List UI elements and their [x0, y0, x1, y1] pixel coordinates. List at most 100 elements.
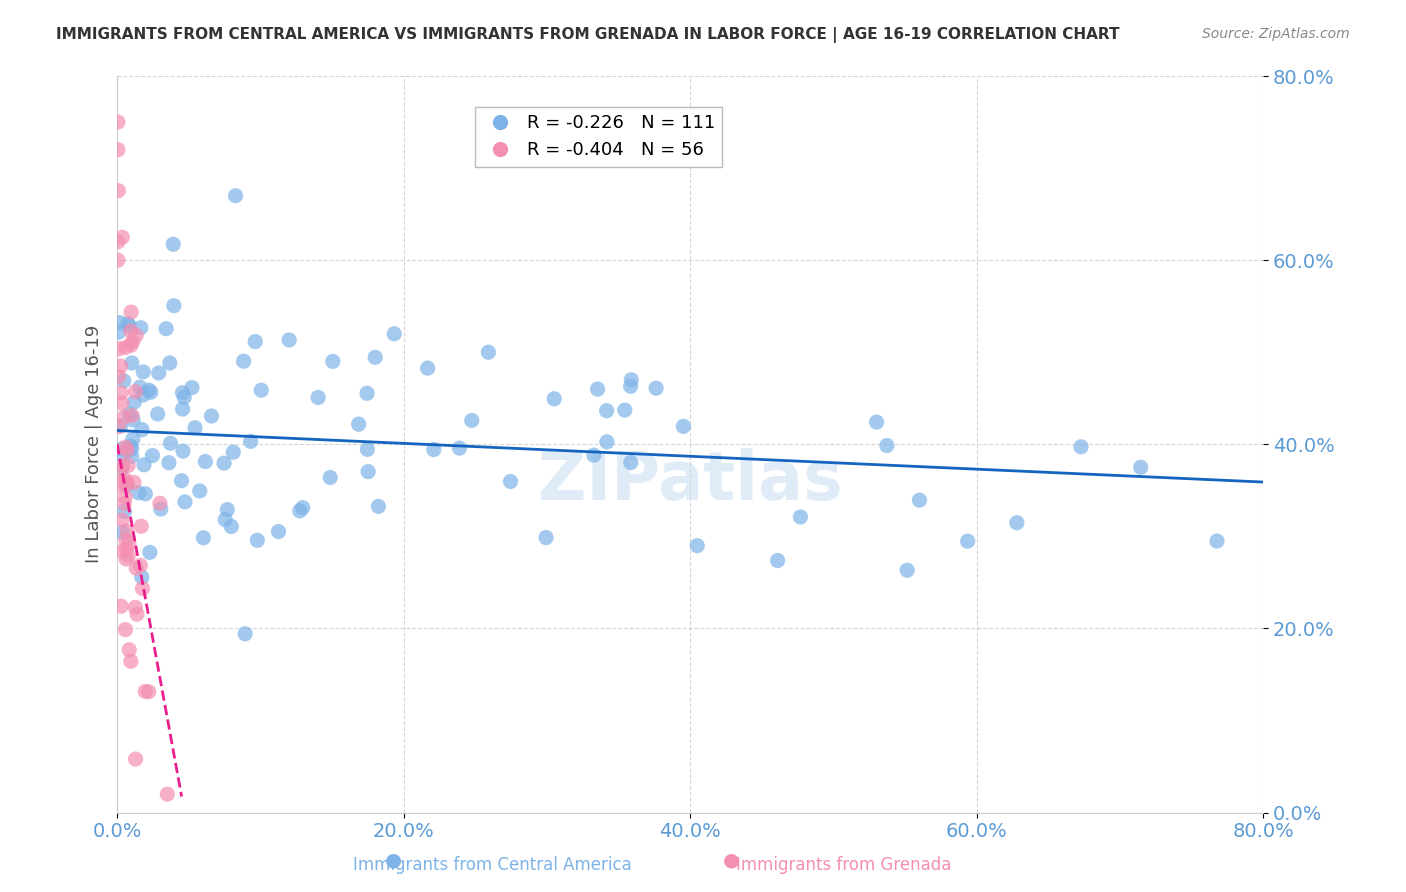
Point	[124, 752, 146, 766]
Point	[111, 461, 134, 475]
Point	[107, 143, 129, 157]
Point	[291, 500, 314, 515]
Point	[896, 563, 918, 577]
Point	[121, 409, 143, 423]
Point	[149, 496, 172, 510]
Point	[128, 485, 150, 500]
Legend: R = -0.226   N = 111, R = -0.404   N = 56: R = -0.226 N = 111, R = -0.404 N = 56	[475, 107, 723, 167]
Point	[595, 403, 617, 417]
Point	[322, 354, 344, 368]
Point	[134, 684, 156, 698]
Point	[170, 474, 193, 488]
Point	[1129, 460, 1152, 475]
Point	[212, 456, 235, 470]
Y-axis label: In Labor Force | Age 16-19: In Labor Force | Age 16-19	[86, 326, 103, 564]
Point	[357, 465, 380, 479]
Point	[115, 552, 138, 566]
Point	[131, 582, 153, 596]
Point	[645, 381, 668, 395]
Point	[138, 684, 160, 698]
Point	[120, 305, 142, 319]
Point	[114, 623, 136, 637]
Point	[613, 403, 636, 417]
Point	[117, 443, 139, 458]
Point	[159, 436, 181, 450]
Point	[139, 385, 162, 400]
Point	[239, 434, 262, 449]
Point	[1070, 440, 1092, 454]
Point	[107, 253, 129, 268]
Point	[356, 386, 378, 401]
Point	[416, 361, 439, 376]
Point	[157, 456, 180, 470]
Point	[307, 391, 329, 405]
Point	[111, 396, 134, 410]
Point	[134, 487, 156, 501]
Point	[347, 417, 370, 431]
Point	[222, 445, 245, 459]
Point	[108, 316, 131, 330]
Point	[121, 334, 143, 349]
Point	[138, 383, 160, 397]
Point	[149, 502, 172, 516]
Point	[246, 533, 269, 548]
Point	[112, 497, 135, 511]
Point	[121, 450, 143, 464]
Point	[110, 442, 132, 456]
Point	[1005, 516, 1028, 530]
Point	[148, 366, 170, 380]
Point	[596, 434, 619, 449]
Point	[124, 395, 146, 409]
Point	[125, 328, 148, 343]
Point	[115, 476, 138, 491]
Point	[477, 345, 499, 359]
Point	[107, 115, 129, 129]
Point	[111, 458, 134, 473]
Point	[132, 388, 155, 402]
Point	[108, 342, 131, 356]
Point	[200, 409, 222, 423]
Point	[686, 539, 709, 553]
Point	[114, 473, 136, 487]
Point	[131, 423, 153, 437]
Point	[225, 188, 247, 202]
Point	[108, 464, 131, 478]
Text: ●: ●	[723, 851, 740, 870]
Point	[107, 235, 129, 249]
Point	[364, 351, 387, 365]
Text: ZIPatlas: ZIPatlas	[538, 448, 842, 514]
Point	[139, 545, 162, 559]
Point	[865, 415, 887, 429]
Point	[876, 439, 898, 453]
Point	[121, 442, 143, 456]
Point	[125, 561, 148, 575]
Point	[194, 454, 217, 468]
Point	[499, 475, 522, 489]
Point	[129, 558, 152, 573]
Point	[217, 502, 239, 516]
Point	[908, 493, 931, 508]
Point	[672, 419, 695, 434]
Point	[141, 449, 163, 463]
Point	[620, 379, 643, 393]
Point	[110, 359, 132, 373]
Point	[156, 787, 179, 801]
Point	[163, 299, 186, 313]
Point	[120, 654, 142, 668]
Point	[118, 318, 141, 333]
Point	[288, 504, 311, 518]
Point	[543, 392, 565, 406]
Point	[232, 354, 254, 368]
Point	[107, 478, 129, 492]
Point	[121, 356, 143, 370]
Point	[184, 421, 207, 435]
Point	[319, 470, 342, 484]
Point	[112, 374, 135, 388]
Point	[1206, 534, 1229, 549]
Point	[107, 369, 129, 384]
Point	[162, 237, 184, 252]
Point	[620, 373, 643, 387]
Point	[110, 599, 132, 614]
Point	[118, 407, 141, 421]
Point	[449, 441, 471, 455]
